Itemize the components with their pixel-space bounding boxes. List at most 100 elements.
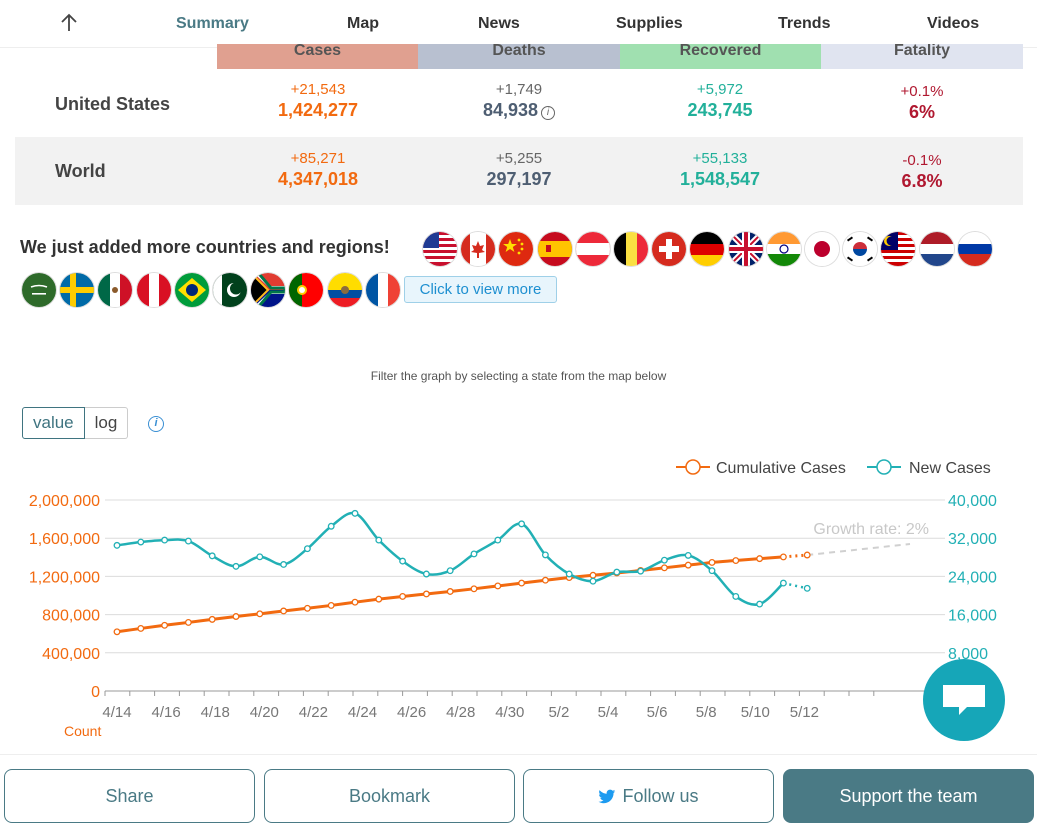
new-cases-point (494, 536, 502, 544)
y-left-tick-label: 1,600,000 (29, 531, 100, 548)
cases-cell: +85,271 4,347,018 (217, 150, 419, 190)
new-cases-point (518, 520, 526, 528)
x-tick-label: 4/22 (299, 704, 328, 721)
france-flag-icon[interactable] (365, 273, 400, 307)
y-right-tick-label: 8,000 (948, 646, 988, 663)
canada-flag-icon[interactable] (461, 232, 496, 266)
stats-row-us[interactable]: United States +21,543 1,424,277 +1,749 8… (15, 70, 1023, 138)
cumulative-cases-point (660, 564, 668, 572)
info-icon[interactable]: i (148, 416, 164, 432)
cumulative-cases-point (494, 582, 502, 590)
y-left-tick-label: 400,000 (42, 646, 100, 663)
new-countries-heading: We just added more countries and regions… (20, 237, 390, 257)
new-cases-point (232, 562, 240, 570)
cases-total: 1,424,277 (277, 100, 359, 120)
peru-flag-icon[interactable] (136, 273, 171, 307)
recovered-header-label: Recovered (679, 44, 762, 59)
south-korea-flag-icon[interactable] (843, 232, 878, 266)
mexico-flag-icon[interactable] (98, 273, 133, 307)
log-scale-button[interactable]: log (84, 407, 129, 439)
fatality-total: 6% (908, 102, 935, 122)
new-cases-point (113, 541, 121, 549)
sweden-flag-icon[interactable] (60, 273, 95, 307)
germany-flag-icon[interactable] (690, 232, 725, 266)
deaths-total: 297,197 (486, 169, 552, 189)
value-scale-button[interactable]: value (22, 407, 85, 439)
new-cases-point (660, 556, 668, 564)
cumulative-cases-point (327, 601, 335, 609)
pakistan-flag-icon[interactable] (213, 273, 247, 307)
y-left-tick-label: 1,200,000 (29, 569, 100, 586)
us-flag-icon[interactable] (423, 232, 457, 266)
austria-flag-icon[interactable] (575, 232, 610, 266)
switzerland-flag-icon[interactable] (652, 232, 687, 266)
legend-new-marker (876, 459, 892, 475)
x-tick-label: 5/6 (647, 704, 668, 721)
new-cases-point (303, 545, 311, 553)
share-button[interactable]: Share (4, 769, 255, 823)
top-nav: Summary Map News Supplies Trends Videos (0, 0, 1037, 48)
cumulative-cases-point (541, 576, 549, 584)
cases-chart: 4/14 4/16 4/18 4/20 4/22 4/24 4/26 4/28 4/30 5/2 5… (29, 459, 997, 739)
tab-map[interactable]: Map (347, 15, 379, 32)
fatality-header-label: Fatality (893, 44, 950, 59)
y-left-tick-label: 0 (91, 684, 100, 701)
tab-supplies[interactable]: Supplies (616, 15, 683, 32)
ecuador-flag-icon[interactable] (327, 273, 362, 307)
cumulative-cases-point (422, 590, 430, 598)
deaths-cell: +5,255 297,197 (418, 150, 620, 190)
belgium-flag-icon[interactable] (614, 232, 648, 266)
cumulative-cases-point (375, 595, 383, 603)
tab-videos[interactable]: Videos (927, 15, 980, 32)
deaths-delta: +5,255 (495, 150, 543, 167)
russia-flag-icon[interactable] (957, 232, 992, 266)
new-cases-point (756, 600, 764, 608)
brazil-flag-icon[interactable] (174, 273, 209, 307)
x-tick-label: 4/16 (151, 704, 180, 721)
x-tick-label: 4/24 (348, 704, 377, 721)
growth-projection-line (807, 543, 911, 557)
spain-flag-icon[interactable] (537, 232, 572, 266)
cumulative-cases-point (232, 613, 240, 620)
stats-row-world[interactable]: World +85,271 4,347,018 +5,255 297,197 +… (15, 137, 1023, 205)
india-flag-icon[interactable] (766, 232, 801, 266)
cases-header: Cases (217, 44, 418, 69)
bookmark-button[interactable]: Bookmark (264, 769, 515, 823)
cumulative-cases-point (684, 561, 692, 569)
cumulative-cases-point (756, 555, 764, 563)
arrow-up-icon[interactable] (58, 12, 80, 34)
tab-trends[interactable]: Trends (778, 15, 831, 32)
cases-delta: +85,271 (290, 150, 346, 167)
portugal-flag-icon[interactable] (289, 273, 324, 307)
follow-us-button[interactable]: Follow us (523, 769, 774, 823)
chat-button[interactable] (923, 659, 1005, 741)
japan-flag-icon[interactable] (805, 232, 839, 266)
scale-toggle: value log (22, 407, 129, 439)
y-right-tick-label: 24,000 (948, 569, 997, 586)
cumulative-cases-point (470, 585, 478, 593)
deaths-header: Deaths (418, 44, 620, 69)
fatality-header: Fatality (821, 44, 1023, 69)
saudi-arabia-flag-icon[interactable] (22, 273, 56, 307)
deaths-total: 84,938 (482, 100, 539, 120)
uk-flag-icon[interactable] (728, 232, 763, 266)
fatality-total: 6.8% (901, 171, 943, 191)
new-cases-point (280, 561, 288, 568)
info-icon[interactable]: i (541, 106, 556, 120)
new-cases-point (732, 593, 740, 600)
support-team-button[interactable]: Support the team (783, 769, 1034, 823)
cases-cell: +21,543 1,424,277 (217, 81, 419, 121)
china-flag-icon[interactable] (499, 232, 534, 266)
y-right-tick-label: 40,000 (948, 493, 997, 510)
new-cases-point (637, 567, 645, 575)
cumulative-cases-point (303, 604, 311, 612)
view-more-button[interactable]: Click to view more (404, 276, 557, 303)
netherlands-flag-icon[interactable] (919, 232, 954, 266)
cases-total: 4,347,018 (277, 169, 359, 189)
tab-news[interactable]: News (478, 15, 520, 32)
tab-summary[interactable]: Summary (176, 15, 249, 32)
x-tick-label: 5/4 (598, 704, 619, 721)
new-cases-point (684, 551, 692, 559)
south-africa-flag-icon[interactable] (251, 273, 286, 307)
malaysia-flag-icon[interactable] (881, 232, 916, 266)
